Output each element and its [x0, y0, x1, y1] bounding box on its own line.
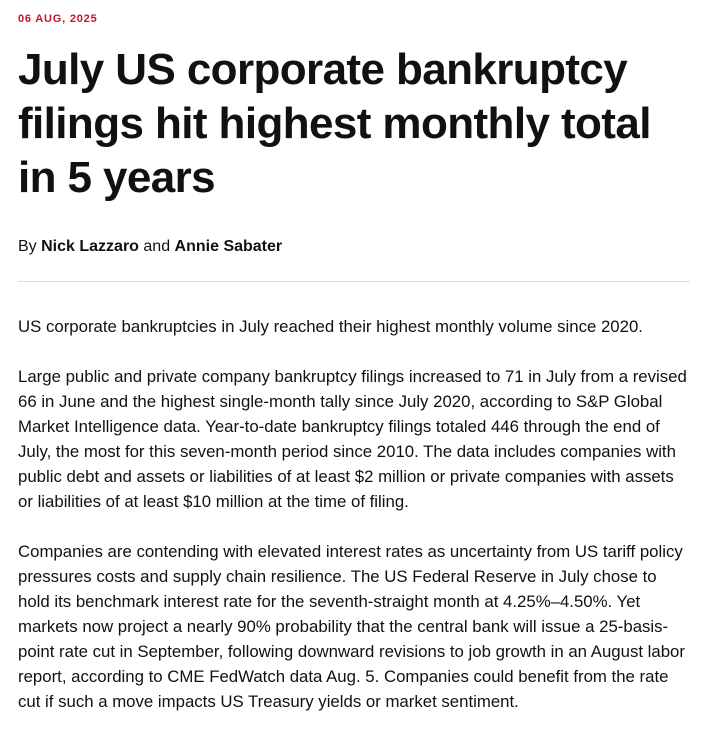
article: 06 AUG, 2025 July US corporate bankruptc…	[18, 0, 690, 739]
author-link-nick-lazzaro[interactable]: Nick Lazzaro	[41, 238, 139, 255]
article-body: US corporate bankruptcies in July reache…	[18, 314, 690, 714]
publish-date: 06 AUG, 2025	[18, 13, 98, 25]
divider	[18, 281, 690, 282]
author-link-annie-sabater[interactable]: Annie Sabater	[174, 238, 283, 255]
byline-conjunction: and	[143, 238, 171, 255]
paragraph-3: Companies are contending with elevated i…	[18, 542, 685, 711]
byline: By Nick Lazzaro and Annie Sabater	[18, 236, 690, 258]
headline: July US corporate bankruptcy filings hit…	[18, 45, 651, 202]
byline-prefix: By	[18, 238, 37, 255]
paragraph-2: Large public and private company bankrup…	[18, 367, 687, 511]
paragraph-1: US corporate bankruptcies in July reache…	[18, 317, 643, 336]
